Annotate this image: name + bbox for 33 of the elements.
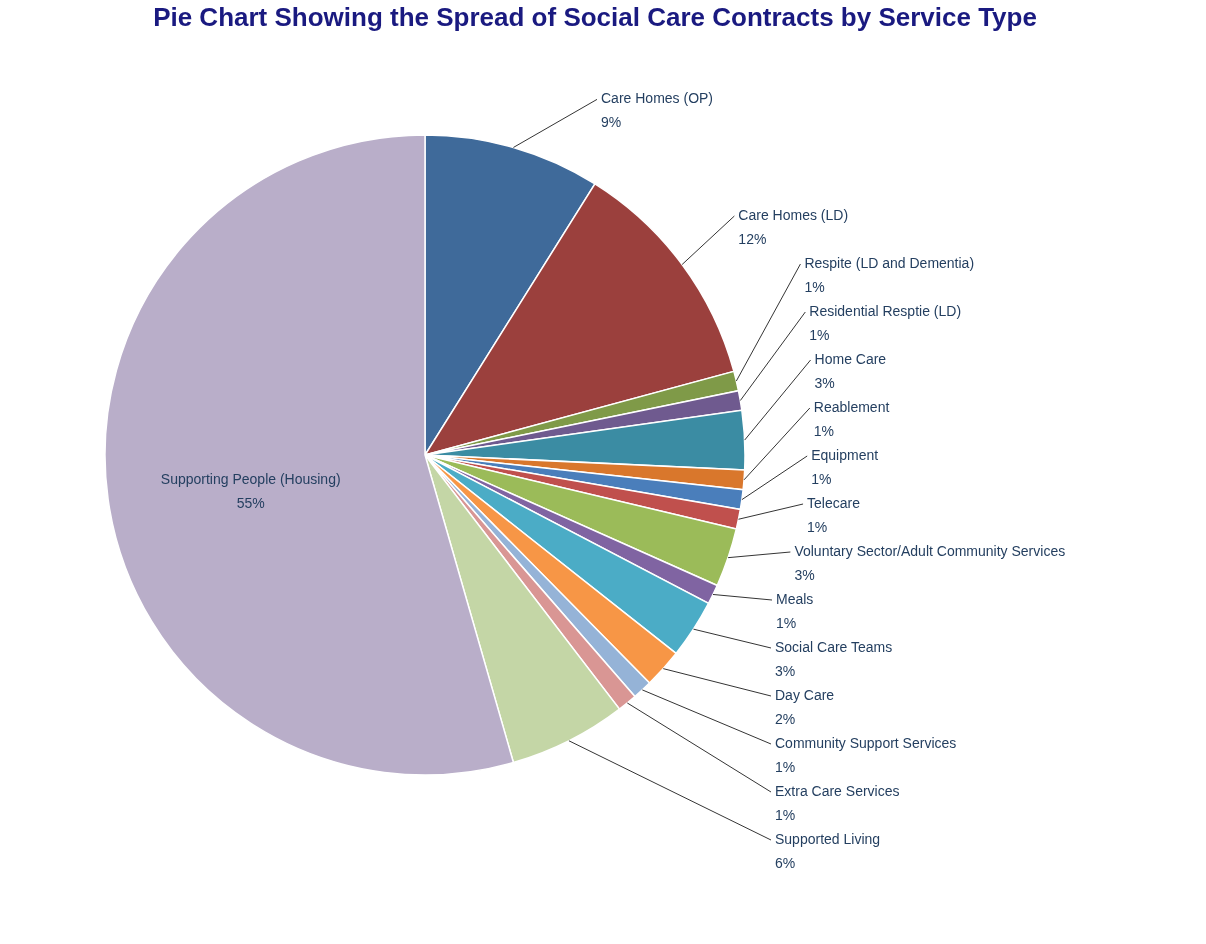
data-label: 6% <box>775 855 796 871</box>
data-label: 55% <box>236 494 265 511</box>
slice-label: Home Care <box>814 351 887 367</box>
data-label: 1% <box>775 807 796 823</box>
slice-label: Supported Living <box>775 831 881 847</box>
slice-label: Care Homes (OP) <box>601 90 714 107</box>
data-label: 1% <box>804 279 825 295</box>
slice-label: Social Care Teams <box>775 639 893 655</box>
slice-label: Respite (LD and Dementia) <box>804 255 975 271</box>
data-label: 1% <box>813 423 835 439</box>
data-label: 1% <box>807 519 828 535</box>
data-label: 1% <box>809 327 830 343</box>
data-label: 9% <box>601 114 622 131</box>
slice-label: Voluntary Sector/Adult Community Services <box>794 543 1066 559</box>
slice-label: Telecare <box>807 495 861 511</box>
data-label: 1% <box>776 615 797 631</box>
slice-label: Day Care <box>775 687 835 703</box>
data-label: 3% <box>775 663 796 679</box>
data-label: 1% <box>811 471 832 487</box>
slice-label: Care Homes (LD) <box>738 207 849 223</box>
slice-label: Meals <box>776 591 814 607</box>
slice-label: Equipment <box>811 447 879 463</box>
slice-label: Reablement <box>813 399 890 415</box>
slice-label: Supporting People (Housing) <box>160 470 341 487</box>
slice-label: Community Support Services <box>775 735 957 751</box>
data-label: 12% <box>738 231 767 247</box>
data-label: 3% <box>794 567 815 583</box>
data-label: 1% <box>775 759 796 775</box>
slice-label: Extra Care Services <box>775 783 900 799</box>
chart-title: Pie Chart Showing the Spread of Social Care Contracts by Service Type <box>153 2 1037 32</box>
data-label: 2% <box>775 711 796 727</box>
data-label: 3% <box>814 375 835 391</box>
slice-label: Residential Resptie (LD) <box>809 303 962 319</box>
